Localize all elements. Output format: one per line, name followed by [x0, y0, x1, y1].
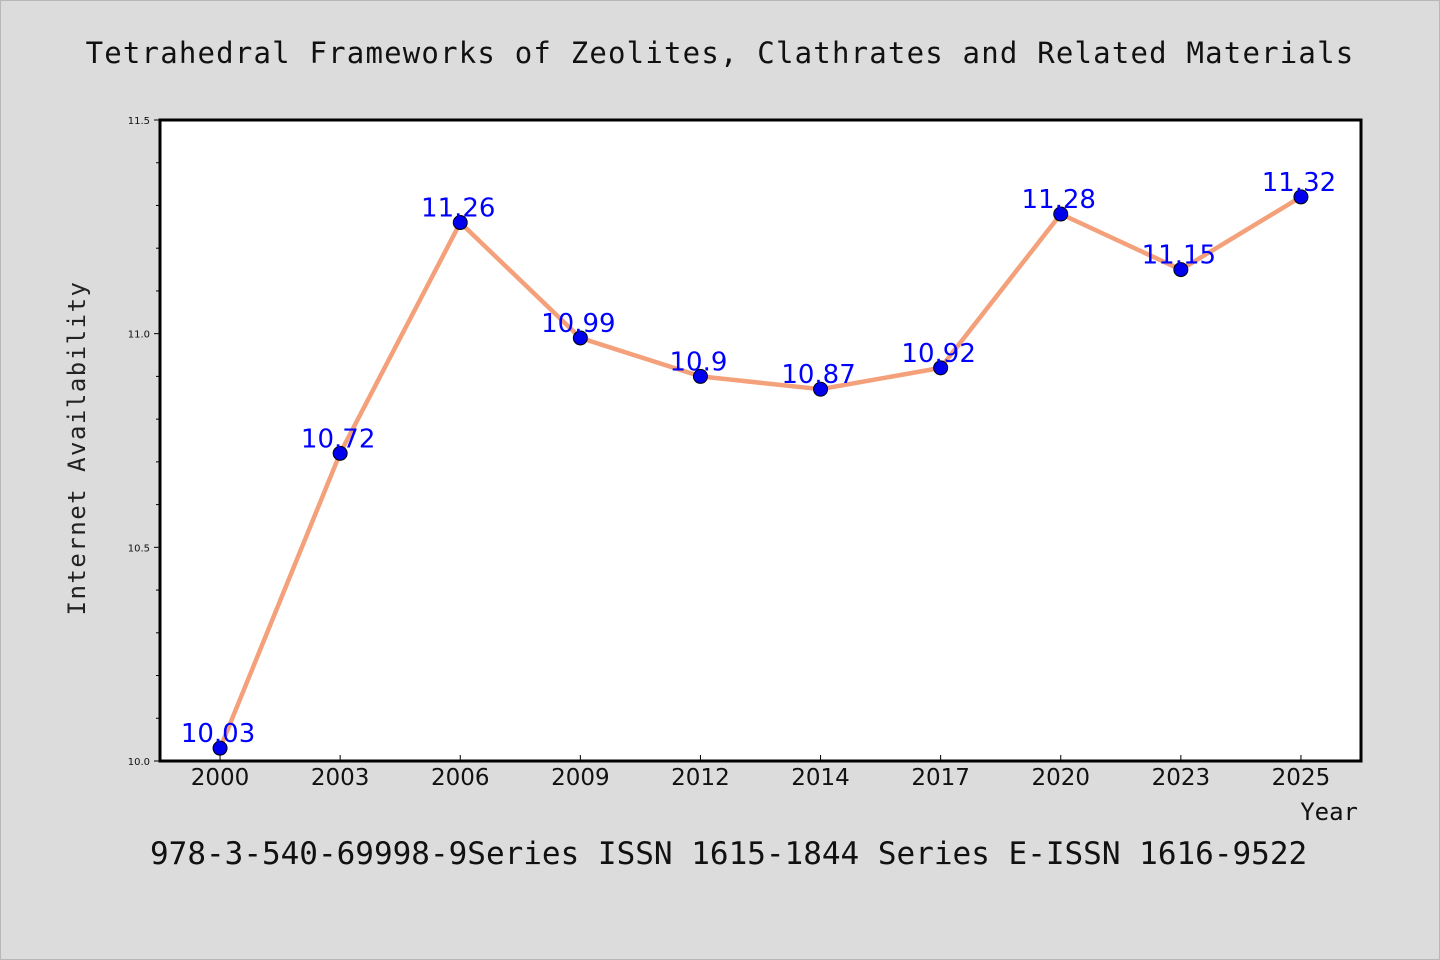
data-label: 10.72 [301, 424, 375, 454]
x-tick-label: 2003 [311, 765, 370, 791]
data-label: 10.99 [541, 309, 615, 339]
plot-area [160, 120, 1361, 761]
data-label: 11.28 [1022, 185, 1096, 215]
data-point [933, 360, 949, 376]
data-labels: 10.03 10.72 11.26 10.99 10.9 10.87 10.92 11.28 1… [181, 168, 1336, 749]
x-tick-label: 2006 [431, 765, 490, 791]
data-label: 10.87 [781, 360, 855, 390]
data-point [1293, 189, 1309, 205]
x-tick-label: 2025 [1272, 765, 1331, 791]
data-label: 11.32 [1262, 168, 1336, 198]
y-tick-label: 10.0 [128, 757, 150, 768]
x-tick-label: 2017 [911, 765, 970, 791]
chart-subtitle: 978-3-540-69998-9Series ISSN 1615-1844 S… [150, 836, 1307, 872]
series-line [217, 194, 1304, 751]
chart-title: Tetrahedral Frameworks of Zeolites, Clat… [86, 36, 1355, 70]
x-tick-label: 2000 [191, 765, 250, 791]
y-axis-label: Internet Availability [63, 281, 91, 616]
data-point [692, 368, 708, 384]
data-point [1173, 262, 1189, 278]
y-tick-label: 11.0 [128, 330, 150, 341]
data-point [1053, 206, 1069, 222]
x-tick-label: 2023 [1152, 765, 1211, 791]
data-point [452, 215, 468, 231]
data-label: 10.92 [901, 339, 975, 369]
x-axis-label: Year [1300, 798, 1358, 826]
data-point [572, 330, 588, 346]
x-tick-label: 2012 [671, 765, 730, 791]
x-tick-label: 2009 [551, 765, 610, 791]
x-tick-label: 2014 [791, 765, 850, 791]
y-tick-label: 11.5 [128, 116, 150, 127]
data-markers [212, 189, 1309, 756]
x-axis-ticks: 2000 2003 2006 2009 2012 2014 2017 2020 2023 2025 [191, 755, 1330, 791]
x-tick-label: 2020 [1031, 765, 1090, 791]
data-label: 10.9 [670, 347, 728, 377]
plot-frame [158, 118, 1363, 763]
data-label: 11.15 [1142, 241, 1216, 271]
data-point [212, 740, 228, 756]
data-point [813, 381, 829, 397]
data-label: 10.03 [181, 719, 255, 749]
y-tick-label: 10.5 [128, 543, 150, 554]
data-point [332, 445, 348, 461]
data-label: 11.26 [421, 194, 495, 224]
